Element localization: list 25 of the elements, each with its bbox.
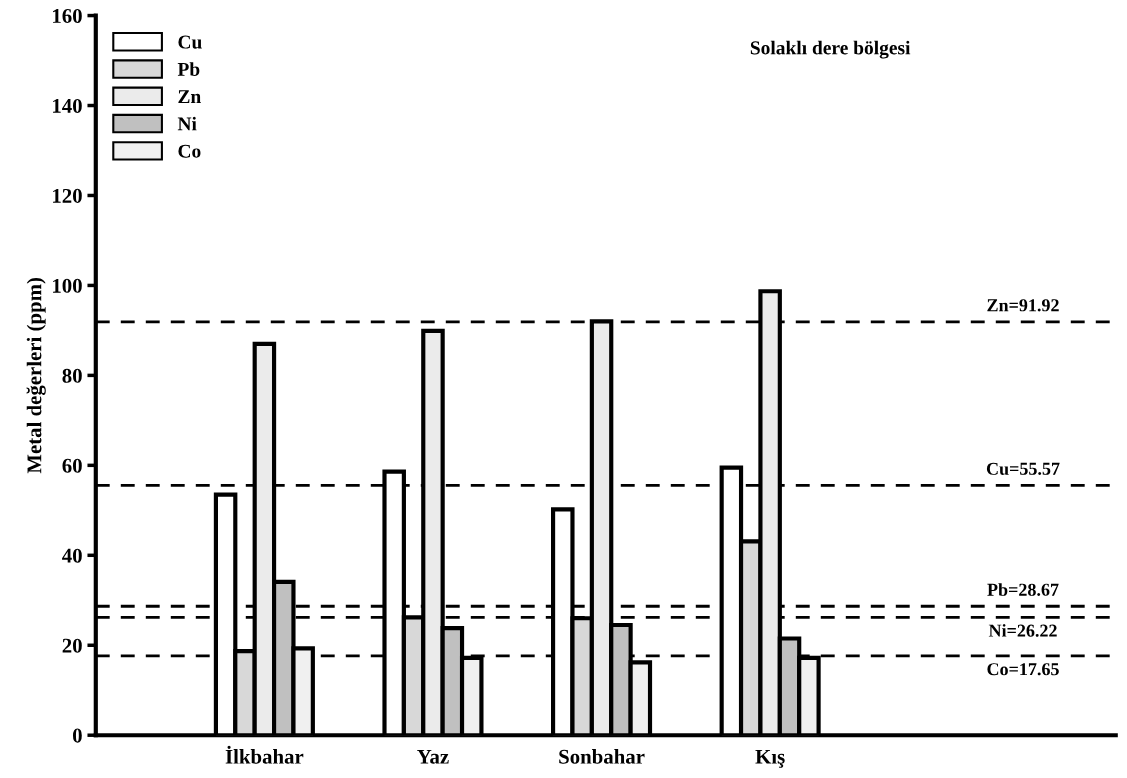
x-tick-label: Yaz — [417, 749, 449, 764]
y-tick-label: 20 — [62, 638, 82, 653]
x-tick-label: Kış — [755, 749, 785, 768]
legend-label: Ni — [177, 116, 197, 131]
ref-line-label: Pb=28.67 — [987, 583, 1059, 596]
ref-line-label: Ni=26.22 — [988, 624, 1057, 637]
x-tick-label: İlkbahar — [225, 745, 304, 764]
legend-label: Cu — [178, 35, 202, 49]
annotation: Solaklı dere bölgesi — [750, 40, 911, 59]
y-tick-label: 0 — [72, 728, 82, 743]
legend-label: Pb — [177, 62, 200, 76]
ref-line-label: Co=17.65 — [987, 663, 1059, 676]
x-tick-label: Sonbahar — [559, 749, 645, 764]
y-tick-label: 120 — [53, 188, 82, 203]
y-tick-label: 140 — [53, 98, 82, 113]
legend-label: Zn — [178, 90, 201, 103]
y-tick-label: 60 — [62, 458, 82, 473]
ref-line-label: Cu=55.57 — [986, 462, 1060, 475]
y-axis-title: Metal değerleri (ppm) — [26, 277, 46, 474]
y-tick-label: 80 — [62, 368, 82, 383]
y-tick-label: 40 — [62, 548, 82, 563]
y-tick-label: 100 — [53, 278, 82, 293]
legend-label: Co — [178, 144, 201, 158]
y-tick-label: 160 — [53, 8, 82, 23]
ref-line-label: Zn=91.92 — [987, 299, 1059, 312]
